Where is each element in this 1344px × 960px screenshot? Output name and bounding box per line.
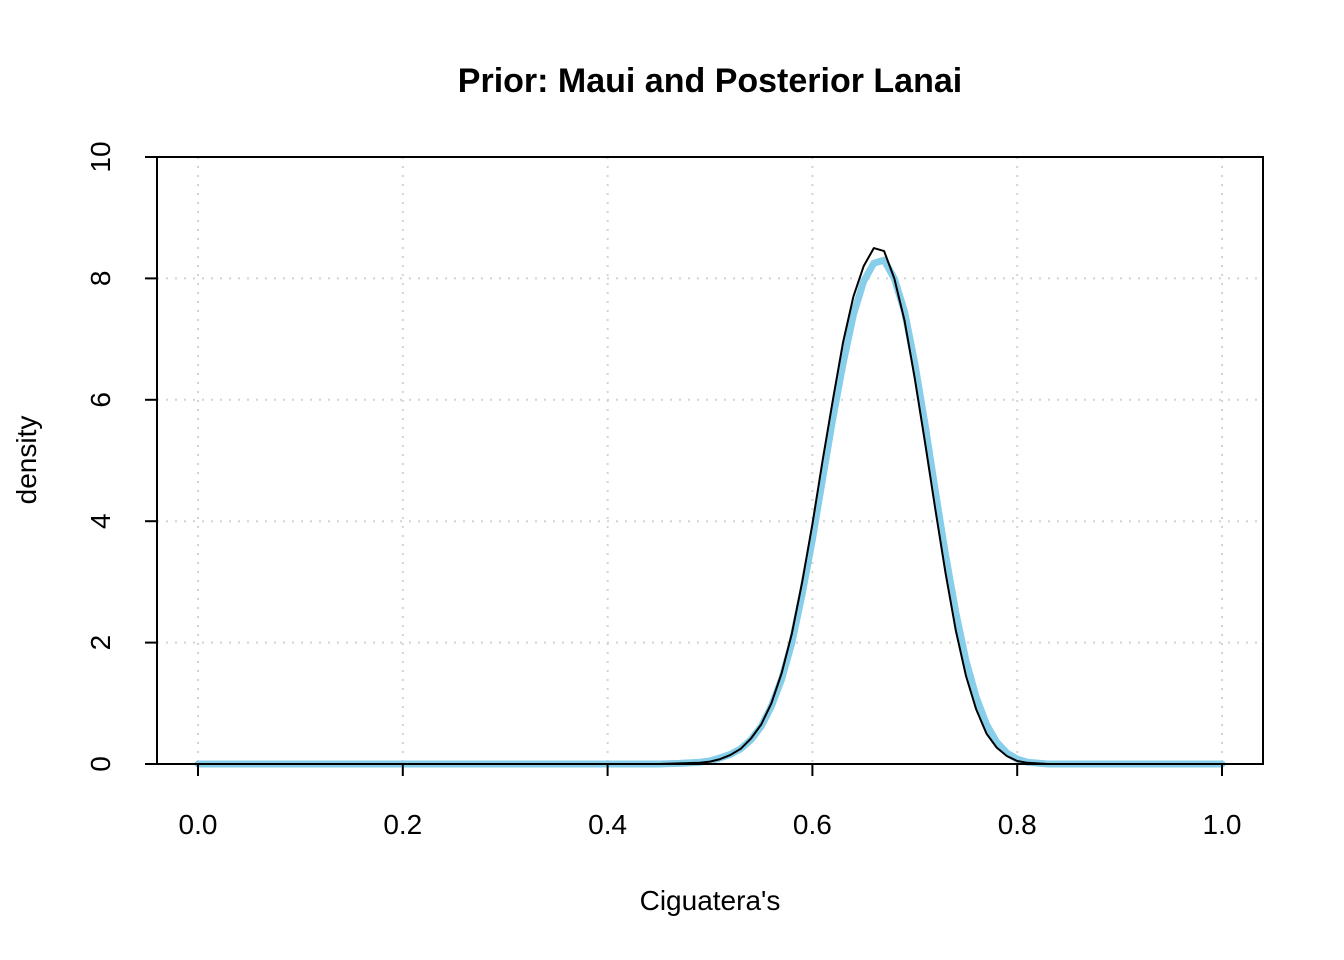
- y-tick-label: 0: [85, 756, 116, 772]
- x-tick-label: 0.6: [793, 809, 832, 840]
- x-tick-label: 0.4: [588, 809, 627, 840]
- x-axis: 0.0 0.2 0.4 0.6 0.8 1.0: [179, 764, 1242, 840]
- x-tick-label: 0.2: [383, 809, 422, 840]
- x-tick-label: 0.0: [179, 809, 218, 840]
- series-line-black: [197, 247, 1223, 765]
- y-tick-label: 10: [85, 141, 116, 172]
- series-line-skyblue: [194, 256, 1226, 768]
- y-tick-label: 8: [85, 271, 116, 287]
- y-axis: 0 2 4 6 8 10: [85, 141, 157, 772]
- gridlines: [157, 156, 1263, 765]
- y-tick-label: 4: [85, 513, 116, 529]
- x-axis-label: Ciguatera's: [640, 885, 781, 916]
- y-tick-label: 2: [85, 635, 116, 651]
- y-tick-label: 6: [85, 392, 116, 408]
- chart-title: Prior: Maui and Posterior Lanai: [458, 62, 962, 100]
- plot-frame: [156, 156, 1264, 765]
- y-axis-label: density: [11, 416, 42, 505]
- series-lines: [194, 247, 1226, 768]
- x-tick-label: 1.0: [1203, 809, 1242, 840]
- x-tick-label: 0.8: [998, 809, 1037, 840]
